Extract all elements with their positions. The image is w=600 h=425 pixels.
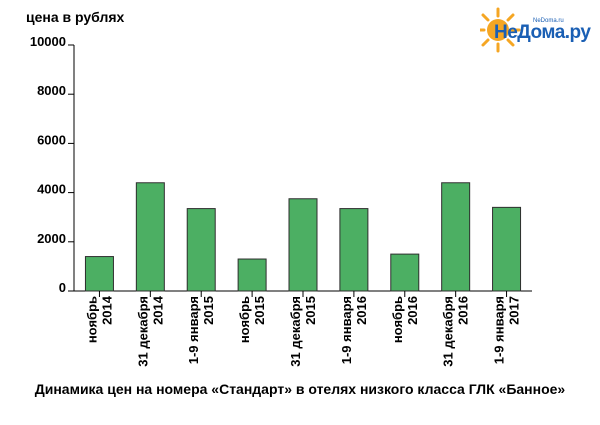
y-tick-label: 4000 [37, 182, 66, 197]
x-tick-label-line2: 2016 [405, 296, 420, 325]
x-tick-label-line1: ноябрь [84, 296, 99, 343]
x-tick-label-line2: 2015 [303, 296, 318, 325]
bar [339, 208, 369, 292]
x-tick-label: 31 декабря 2016 [441, 296, 471, 367]
x-tick-label-line1: 31 декабря [441, 296, 456, 367]
x-tick-label-line1: 1-9 января [186, 296, 201, 364]
logo [475, 4, 592, 64]
x-tick-label-line2: 2014 [150, 295, 165, 325]
y-tick-label: 0 [59, 280, 66, 295]
bar [135, 182, 165, 292]
x-tick-label-line2: 2015 [201, 296, 216, 325]
x-tick-label: 1-9 января 2017 [492, 296, 522, 364]
x-tick-label-line1: ноябрь [237, 296, 252, 343]
x-tick-label-line1: 31 декабря [288, 296, 303, 367]
x-tick-label-line1: 31 декабря [135, 296, 150, 367]
y-tick-label: 8000 [37, 83, 66, 98]
x-tick-label-line1: 1-9 января [492, 296, 507, 364]
x-tick-label: ноябрь 2016 [390, 296, 420, 343]
x-tick-label-line2: 2016 [354, 296, 369, 325]
x-tick-label: 1-9 января 2016 [339, 296, 369, 364]
sun-logo-icon [475, 7, 521, 53]
x-tick-label: 31 декабря 2015 [288, 296, 318, 367]
chart-caption: Динамика цен на номера «Стандарт» в отел… [34, 381, 566, 397]
bar [186, 208, 216, 292]
logo-site-text: NeDoma.ru [533, 18, 564, 24]
x-tick-label: 1-9 января 2015 [186, 296, 216, 364]
y-tick-label: 10000 [30, 34, 66, 49]
bar [390, 253, 420, 292]
x-tick-label: ноябрь 2014 [84, 295, 114, 343]
bar [288, 198, 318, 292]
y-tick-label: 2000 [37, 231, 66, 246]
x-tick-label-line1: ноябрь [390, 296, 405, 343]
x-tick-label-line1: 1-9 января [339, 296, 354, 364]
x-tick-label-line2: 2014 [99, 295, 114, 325]
bar [441, 182, 471, 292]
bar [84, 256, 114, 292]
y-axis-title: цена в рублях [26, 9, 125, 25]
x-tick-label-line2: 2015 [252, 296, 267, 325]
y-tick-label: 6000 [37, 132, 66, 147]
logo-text: НеДома.ру [494, 22, 591, 43]
x-tick-label-line2: 2016 [456, 296, 471, 325]
bar [492, 206, 522, 292]
bar [237, 258, 267, 292]
x-tick-label: 31 декабря 2014 [135, 295, 165, 366]
x-tick-label-line2: 2017 [507, 296, 522, 325]
x-tick-label: ноябрь 2015 [237, 296, 267, 343]
